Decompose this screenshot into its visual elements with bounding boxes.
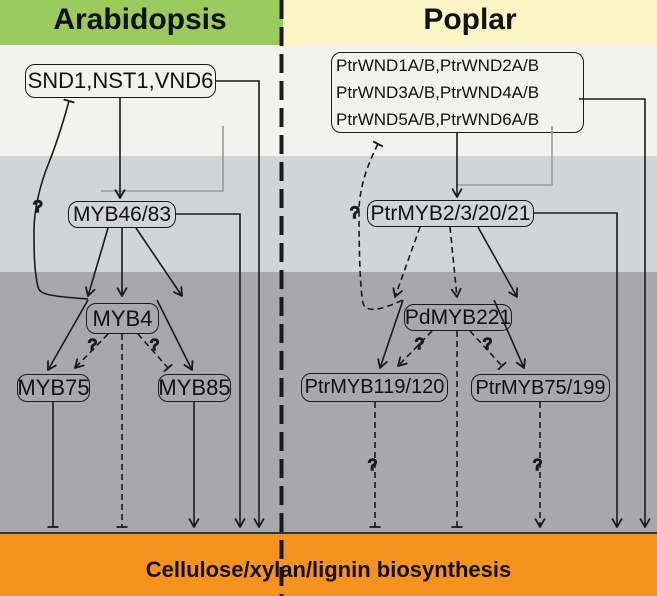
svg-text:?: ? bbox=[368, 457, 377, 474]
svg-text:?: ? bbox=[33, 197, 42, 216]
svg-text:?: ? bbox=[483, 336, 492, 353]
svg-text:?: ? bbox=[88, 337, 97, 354]
svg-text:?: ? bbox=[350, 203, 359, 222]
svg-text:?: ? bbox=[415, 336, 424, 353]
svg-text:?: ? bbox=[150, 337, 159, 354]
svg-text:?: ? bbox=[533, 457, 542, 474]
